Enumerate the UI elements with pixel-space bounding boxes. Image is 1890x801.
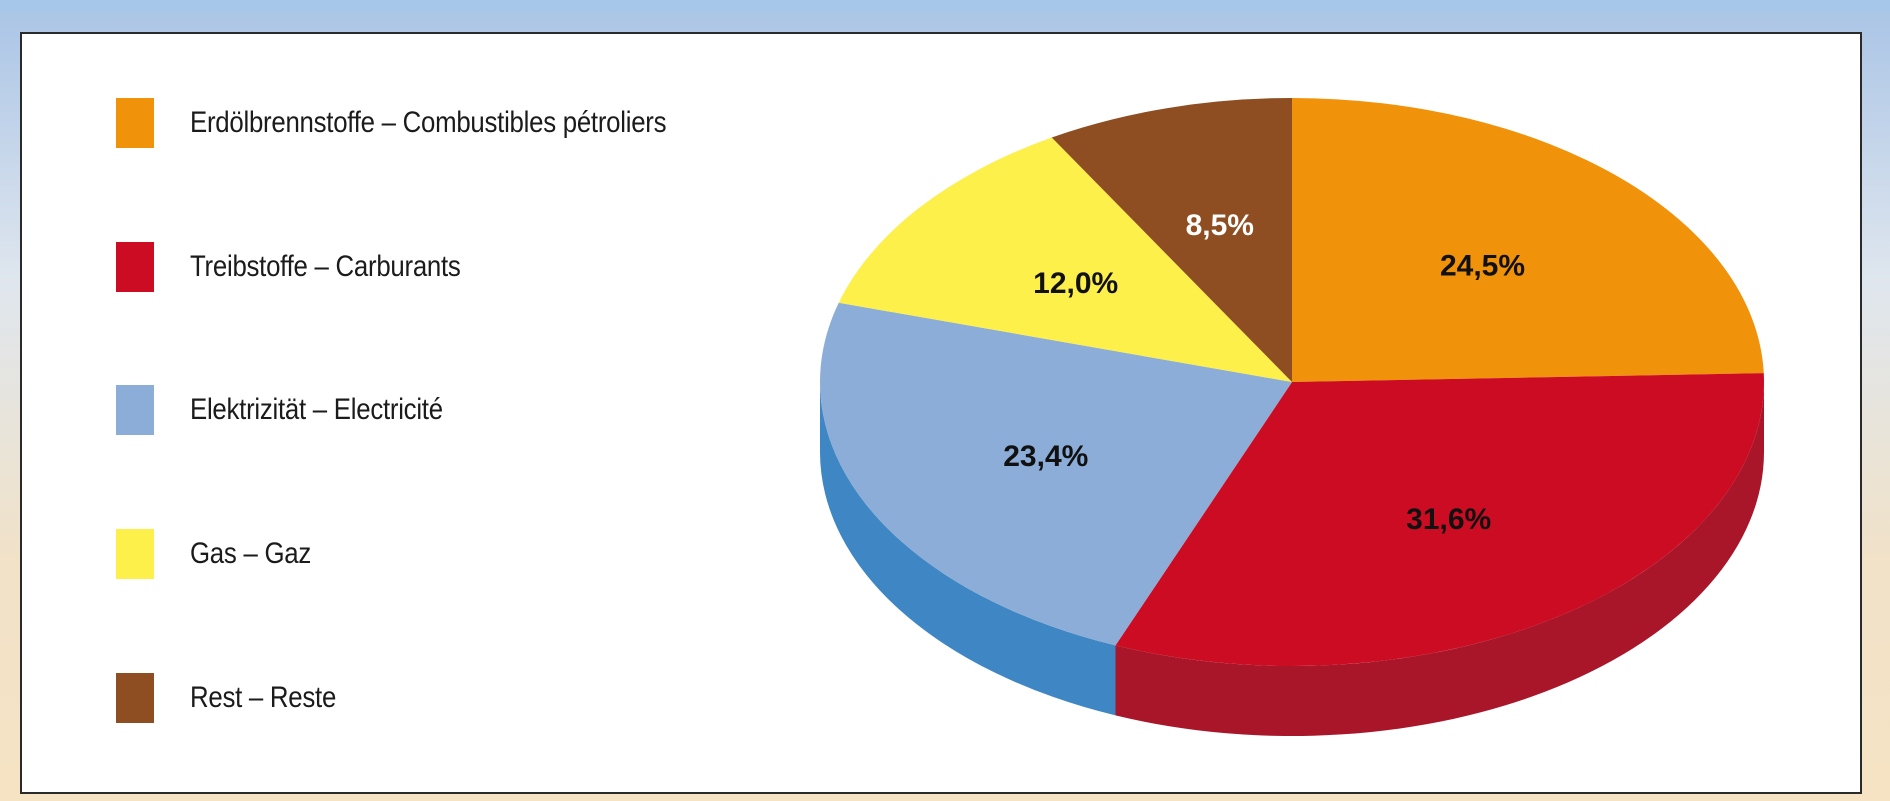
pie-label-erdoel: 24,5% bbox=[1440, 250, 1525, 283]
pie-label-rest: 8,5% bbox=[1186, 209, 1254, 242]
pie-slice-rest bbox=[1051, 98, 1292, 382]
legend-item-gas: Gas – Gaz bbox=[116, 529, 331, 579]
legend-swatch-gas bbox=[116, 529, 154, 579]
legend-item-erdoel: Erdölbrennstoffe – Combustibles pétrolie… bbox=[116, 98, 744, 148]
legend-swatch-rest bbox=[116, 673, 154, 723]
top-band bbox=[0, 0, 1890, 12]
pie-labels: 24,5% 31,6% 23,4% 12,0% 8,5% bbox=[1003, 209, 1525, 536]
pie-slice-erdoel bbox=[1292, 98, 1764, 382]
legend-label-elektrizitaet: Elektrizität – Electricité bbox=[190, 393, 443, 426]
legend-swatch-treibstoffe bbox=[116, 242, 154, 292]
legend-label-treibstoffe: Treibstoffe – Carburants bbox=[190, 250, 461, 283]
pie-tops bbox=[820, 98, 1764, 666]
pie-side-elektrizitaet bbox=[820, 382, 1116, 716]
legend-swatch-erdoel bbox=[116, 98, 154, 148]
pie-label-gas: 12,0% bbox=[1033, 267, 1118, 300]
legend-label-erdoel: Erdölbrennstoffe – Combustibles pétrolie… bbox=[190, 106, 667, 139]
pie-slice-elektrizitaet bbox=[820, 302, 1292, 646]
legend-item-treibstoffe: Treibstoffe – Carburants bbox=[116, 242, 505, 292]
legend-label-rest: Rest – Reste bbox=[190, 681, 337, 714]
pie-label-elektrizitaet: 23,4% bbox=[1003, 440, 1088, 473]
legend-item-elektrizitaet: Elektrizität – Electricité bbox=[116, 385, 484, 435]
pie-sides bbox=[820, 382, 1765, 736]
pie-side-treibstoffe bbox=[1115, 382, 1765, 736]
legend-item-rest: Rest – Reste bbox=[116, 673, 360, 723]
legend-swatch-elektrizitaet bbox=[116, 385, 154, 435]
legend-label-gas: Gas – Gaz bbox=[190, 537, 312, 570]
pie-label-treibstoffe: 31,6% bbox=[1406, 503, 1491, 536]
pie-slice-gas bbox=[838, 137, 1292, 382]
pie-slice-treibstoffe bbox=[1115, 373, 1764, 666]
